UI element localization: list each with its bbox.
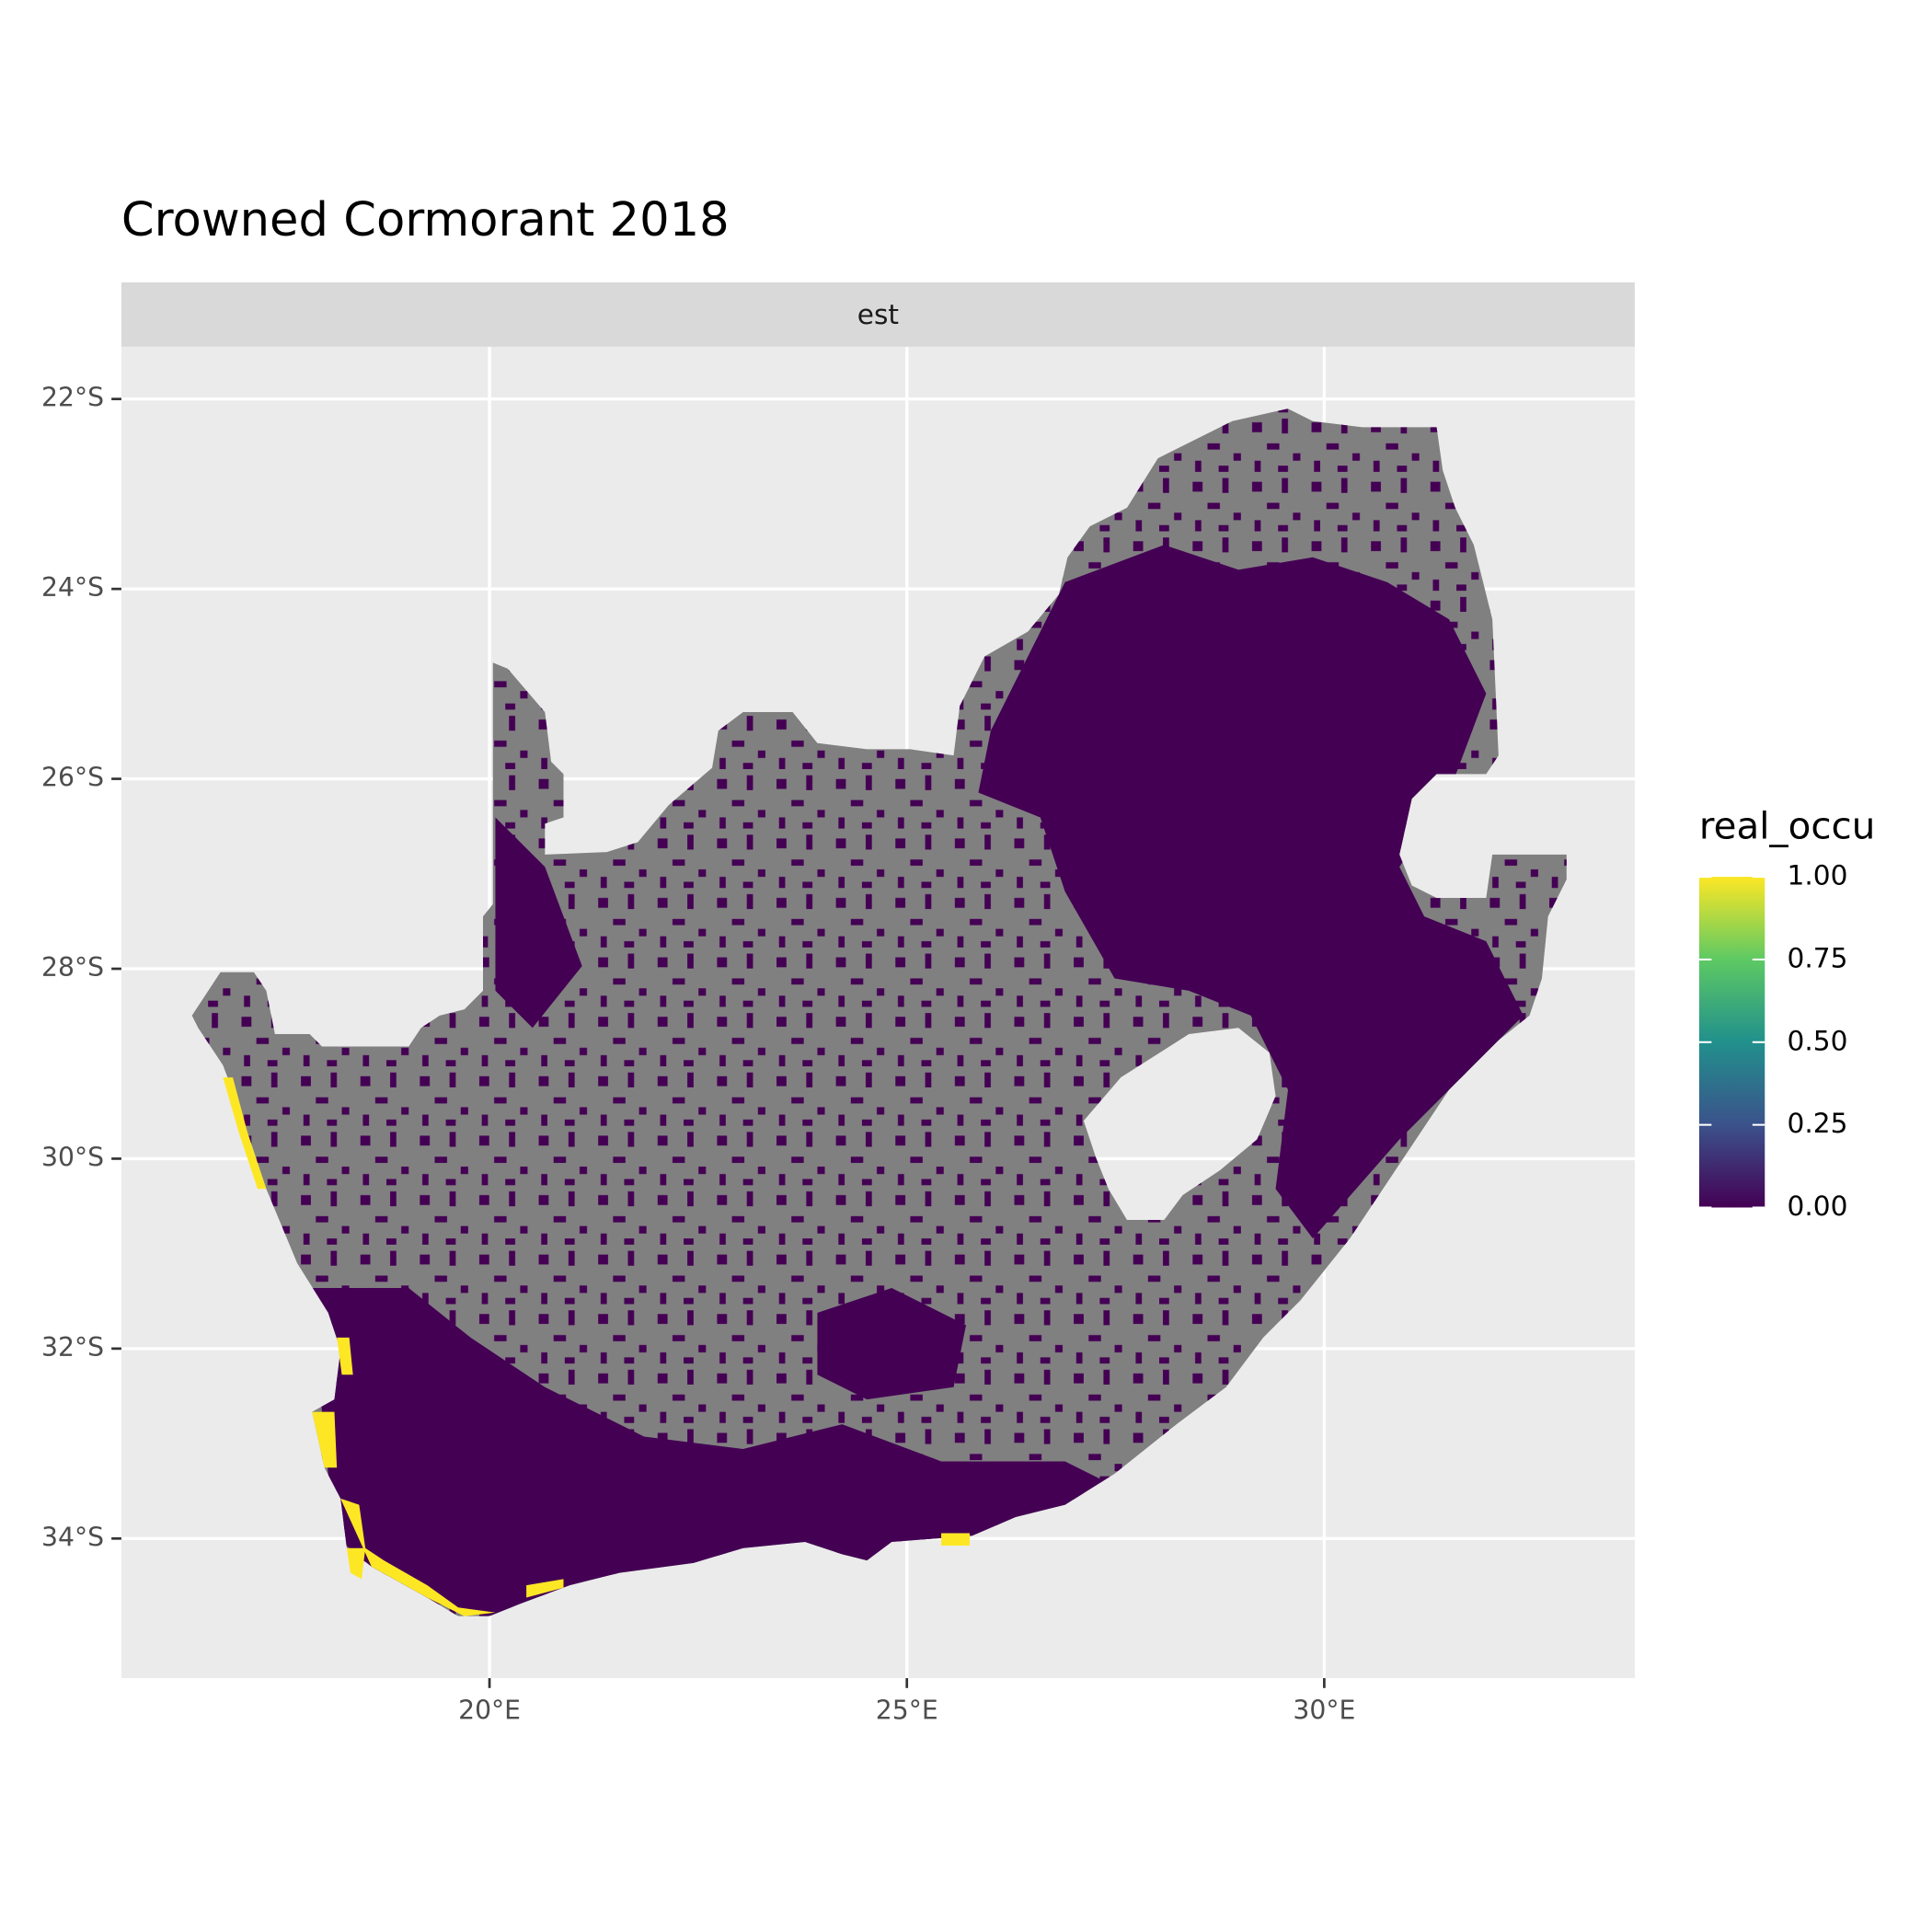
axes: 20°E 25°E 30°E 22°S 24°S 26°S 28°S 30°S 32°S 34°S: [41, 383, 1355, 1726]
y-tick-label: 30°S: [41, 1142, 104, 1172]
y-tick-label: 32°S: [41, 1332, 104, 1363]
high-cells: [223, 1077, 971, 1616]
legend-tick-label: 1.00: [1788, 860, 1848, 891]
low-region: [978, 545, 1524, 1239]
y-tick-label: 34°S: [41, 1522, 104, 1552]
x-tick-label: 20°E: [458, 1695, 521, 1725]
low-region: [309, 1288, 1115, 1616]
x-tick-label: 25°E: [876, 1695, 938, 1725]
low-region: [495, 817, 582, 1029]
y-tick-label: 24°S: [41, 572, 104, 603]
legend-tick-label: 0.25: [1788, 1108, 1848, 1139]
low-region: [817, 1288, 966, 1400]
legend-tick-label: 0.50: [1788, 1025, 1848, 1056]
facet-strip: [121, 282, 1635, 347]
facet-label: est: [857, 299, 899, 330]
legend-tick-label: 0.75: [1788, 942, 1848, 973]
x-tick-label: 30°E: [1293, 1695, 1355, 1725]
y-tick-label: 28°S: [41, 952, 104, 983]
y-tick-label: 22°S: [41, 383, 104, 413]
chart-title: Crowned Cormorant 2018: [121, 193, 730, 247]
legend: 0.00 0.25 0.50 0.75 1.00: [1698, 860, 1848, 1222]
y-tick-label: 26°S: [41, 763, 104, 793]
legend-tick-label: 0.00: [1788, 1190, 1848, 1222]
legend-title: real_occu: [1699, 804, 1875, 847]
